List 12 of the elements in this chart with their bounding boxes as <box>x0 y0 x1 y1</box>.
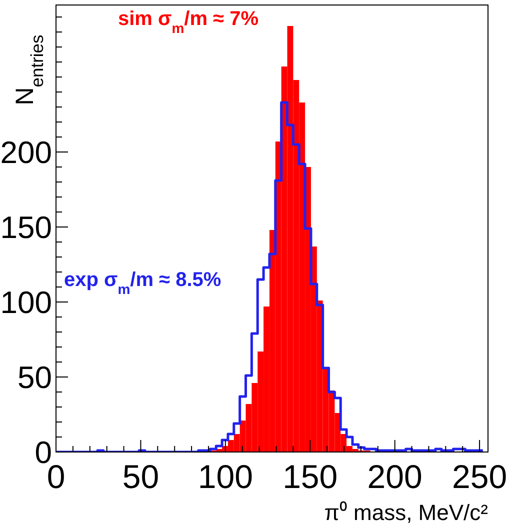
annotation: exp σ$_{m}$/m ≈ 8.5% <box>64 269 222 297</box>
x-tick-label: 50 <box>122 458 160 495</box>
y-tick-label: 50 <box>18 360 52 395</box>
x-tick-label: 150 <box>282 458 338 495</box>
y-tick-label: 150 <box>0 210 52 245</box>
x-tick-label: 200 <box>367 458 422 495</box>
x-tick-label: 100 <box>198 458 253 495</box>
y-tick-label: 100 <box>0 285 52 320</box>
x-tick-label: 250 <box>452 458 508 495</box>
annotation: sim σ$_{m}$/m ≈ 7% <box>118 8 259 36</box>
y-tick-label: 200 <box>0 135 52 170</box>
x-axis-title: π⁰ mass, MeV/c² <box>324 500 488 525</box>
